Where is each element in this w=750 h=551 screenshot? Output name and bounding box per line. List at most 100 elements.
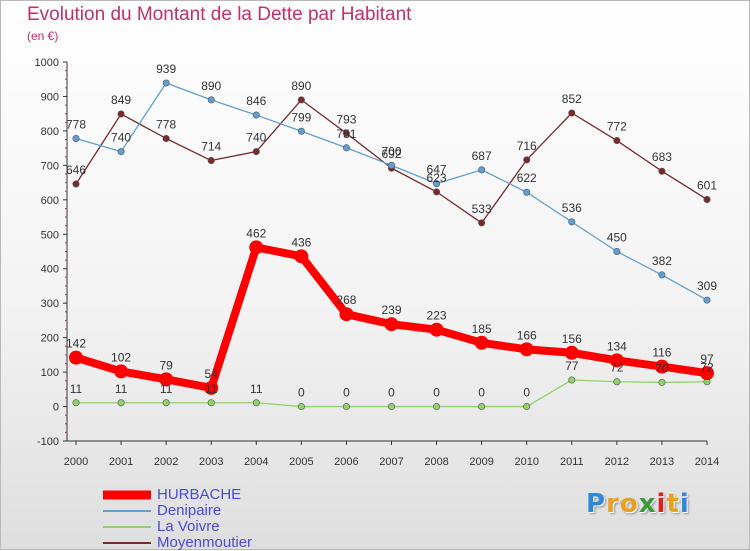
data-point-la-voivre xyxy=(433,403,441,411)
data-label-la-voivre: 11 xyxy=(115,382,128,396)
data-point-hurbache xyxy=(700,366,714,381)
data-label-denipaire: 450 xyxy=(607,231,627,245)
data-label-denipaire: 890 xyxy=(201,79,221,93)
data-label-denipaire: 382 xyxy=(652,254,672,268)
logo-letter: o xyxy=(619,489,639,519)
data-point-moyenmoutier xyxy=(72,180,80,188)
data-label-la-voivre: 77 xyxy=(565,359,579,373)
legend-swatch xyxy=(103,510,151,512)
data-point-la-voivre xyxy=(387,403,395,411)
data-point-denipaire xyxy=(252,111,260,119)
series-line-denipaire xyxy=(75,82,708,301)
chart-subtitle: (en €) xyxy=(27,29,59,43)
x-tick-label: 2008 xyxy=(424,456,448,468)
legend-item-hurbache: HURBACHE xyxy=(103,487,252,503)
data-label-la-voivre: 0 xyxy=(298,386,305,400)
data-label-moyenmoutier: 849 xyxy=(111,93,131,107)
data-point-denipaire xyxy=(117,148,125,156)
data-point-moyenmoutier xyxy=(613,137,621,145)
data-label-moyenmoutier: 890 xyxy=(291,79,311,93)
data-label-hurbache: 436 xyxy=(291,235,311,249)
data-label-la-voivre: 0 xyxy=(478,386,485,400)
data-label-hurbache: 97 xyxy=(700,352,714,366)
data-label-denipaire: 309 xyxy=(697,279,717,293)
x-tick-label: 2005 xyxy=(289,456,313,468)
legend-item-denipaire: Denipaire xyxy=(103,503,252,519)
x-tick-label: 2009 xyxy=(469,456,493,468)
data-label-moyenmoutier: 778 xyxy=(156,117,176,131)
data-point-la-voivre xyxy=(568,376,576,384)
data-label-moyenmoutier: 623 xyxy=(427,171,447,185)
data-point-la-voivre xyxy=(478,403,486,411)
data-point-denipaire xyxy=(523,188,531,196)
logo-letter: t xyxy=(666,489,680,519)
data-label-denipaire: 778 xyxy=(66,117,86,131)
data-point-hurbache xyxy=(519,342,534,357)
y-tick-label: 200 xyxy=(41,333,59,345)
logo-letter: r xyxy=(606,489,620,519)
data-point-la-voivre xyxy=(613,378,621,386)
data-label-hurbache: 185 xyxy=(472,322,492,336)
data-point-la-voivre xyxy=(297,403,305,411)
data-label-la-voivre: 11 xyxy=(160,382,173,396)
logo-letter: x xyxy=(638,489,657,519)
data-label-hurbache: 239 xyxy=(381,303,401,317)
legend-label: Denipaire xyxy=(157,502,222,519)
data-point-la-voivre xyxy=(72,399,80,407)
data-point-la-voivre xyxy=(342,403,350,411)
data-label-la-voivre: 72 xyxy=(610,361,624,375)
data-label-moyenmoutier: 793 xyxy=(336,112,356,126)
data-point-hurbache xyxy=(339,307,354,322)
data-point-moyenmoutier xyxy=(297,96,305,104)
data-point-hurbache xyxy=(474,335,489,350)
data-point-denipaire xyxy=(433,180,441,188)
data-point-denipaire xyxy=(478,166,486,174)
legend-item-moyenmoutier: Moyenmoutier xyxy=(103,535,252,551)
data-point-la-voivre xyxy=(162,399,170,407)
data-label-denipaire: 647 xyxy=(427,163,447,177)
legend-swatch xyxy=(103,490,151,500)
data-label-la-voivre: 0 xyxy=(523,386,530,400)
y-tick-label: 0 xyxy=(53,402,59,414)
data-label-hurbache: 134 xyxy=(607,339,627,353)
data-point-moyenmoutier xyxy=(117,110,125,118)
data-label-hurbache: 223 xyxy=(427,309,447,323)
x-tick-label: 2007 xyxy=(379,456,403,468)
x-tick-label: 2002 xyxy=(154,456,178,468)
data-label-denipaire: 799 xyxy=(291,110,311,124)
chart-legend: HURBACHE Denipaire La Voivre Moyenmoutie… xyxy=(103,487,252,551)
data-point-la-voivre xyxy=(658,378,666,386)
data-label-la-voivre: 11 xyxy=(205,382,218,396)
x-tick-label: 2006 xyxy=(334,456,358,468)
x-tick-label: 2010 xyxy=(514,456,538,468)
data-point-moyenmoutier xyxy=(478,219,486,227)
data-label-moyenmoutier: 533 xyxy=(472,202,492,216)
data-point-hurbache xyxy=(69,350,83,365)
data-label-denipaire: 740 xyxy=(111,131,131,145)
data-point-denipaire xyxy=(297,127,305,135)
data-point-moyenmoutier xyxy=(252,148,260,156)
data-point-hurbache xyxy=(564,345,579,360)
data-label-denipaire: 622 xyxy=(517,171,537,185)
data-point-hurbache xyxy=(159,372,174,387)
y-tick-label: 500 xyxy=(41,229,59,241)
x-tick-label: 2003 xyxy=(199,456,223,468)
legend-label: HURBACHE xyxy=(157,486,242,503)
data-label-denipaire: 846 xyxy=(246,94,266,108)
logo-letter: i xyxy=(679,489,690,519)
data-point-hurbache xyxy=(654,359,669,374)
data-point-moyenmoutier xyxy=(568,109,576,117)
data-label-moyenmoutier: 646 xyxy=(66,163,86,177)
data-point-moyenmoutier xyxy=(207,157,215,165)
data-point-hurbache xyxy=(429,322,444,337)
data-label-hurbache: 462 xyxy=(246,226,266,240)
logo-letter: i xyxy=(656,489,667,519)
data-label-la-voivre: 0 xyxy=(343,386,350,400)
data-point-hurbache xyxy=(384,317,399,332)
data-label-la-voivre: 0 xyxy=(388,386,395,400)
legend-label: La Voivre xyxy=(157,518,220,535)
data-label-denipaire: 939 xyxy=(156,62,176,76)
data-point-moyenmoutier xyxy=(433,188,441,196)
data-label-denipaire: 687 xyxy=(472,149,492,163)
